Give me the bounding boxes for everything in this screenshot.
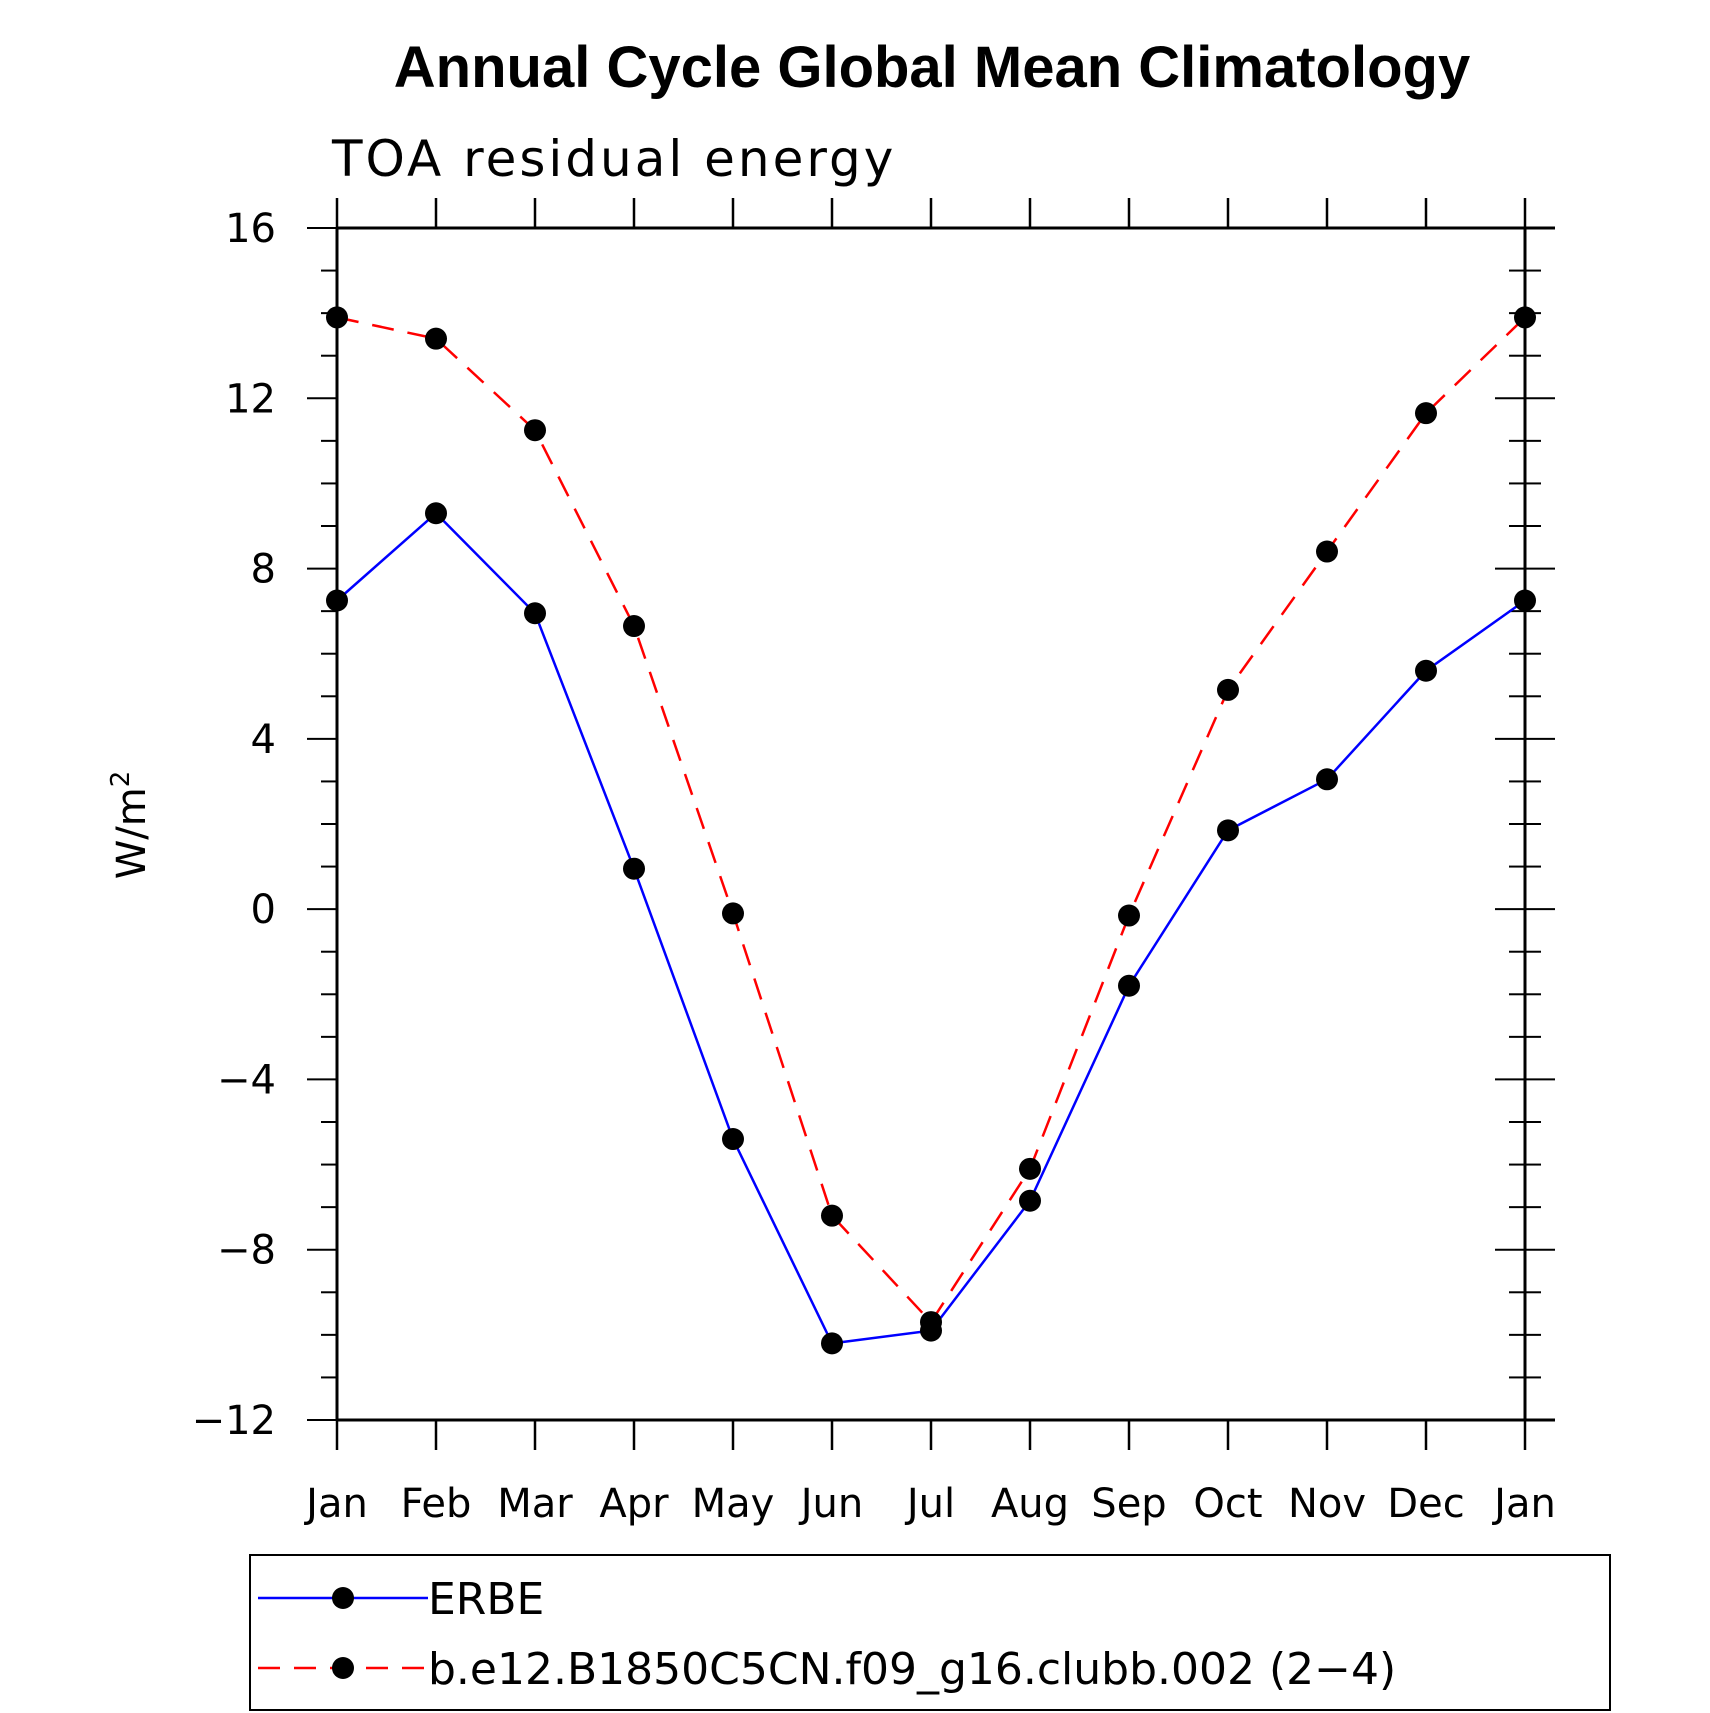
series-line (336, 316, 1526, 1325)
data-point (326, 306, 348, 329)
y-tick-label: 0 (251, 887, 276, 933)
data-point (1514, 589, 1536, 612)
series-0 (326, 502, 1536, 1355)
x-tick-label: Jun (798, 1481, 864, 1527)
data-point (821, 1204, 843, 1227)
legend: ERBE b.e12.B1850C5CN.f09_g16.clubb.002 (… (249, 1554, 1611, 1711)
x-tick-label: Sep (1091, 1481, 1166, 1527)
data-point (1118, 974, 1140, 997)
series-1 (326, 306, 1536, 1334)
y-tick-label: −4 (217, 1057, 276, 1103)
data-point (1415, 659, 1437, 682)
plot-axes (307, 198, 1555, 1450)
data-point (524, 602, 546, 625)
y-axis-label: W/m2 (106, 771, 155, 880)
chart-subtitle: TOA residual energy (331, 130, 896, 188)
x-tick-label: Jul (904, 1481, 955, 1527)
x-tick-label: Feb (401, 1481, 472, 1527)
y-axis-labels: 16 12 8 4 0 −4 −8 −12 (192, 206, 276, 1444)
data-point (1019, 1189, 1041, 1212)
x-tick-label: Nov (1288, 1481, 1366, 1527)
data-point (425, 327, 447, 350)
data-point (1316, 768, 1338, 791)
x-tick-label: Apr (599, 1481, 669, 1527)
y-axis-label-exponent: 2 (106, 771, 136, 788)
data-point (326, 589, 348, 612)
y-tick-label: 16 (225, 206, 276, 252)
x-tick-label: Jan (1491, 1481, 1556, 1527)
x-tick-label: Oct (1193, 1481, 1262, 1527)
y-tick-label: 8 (251, 547, 276, 593)
data-point (722, 902, 744, 925)
legend-marker-erbe (332, 1587, 354, 1609)
data-point (425, 502, 447, 525)
data-point (821, 1332, 843, 1355)
data-point (623, 615, 645, 638)
data-point (1514, 306, 1536, 329)
data-point (1217, 819, 1239, 842)
y-tick-label: 4 (251, 717, 276, 763)
x-tick-label: Mar (497, 1481, 573, 1527)
data-point (1217, 678, 1239, 701)
data-point (524, 419, 546, 442)
data-point (1415, 402, 1437, 425)
x-tick-label: Aug (991, 1481, 1069, 1527)
x-tick-label: Jan (303, 1481, 368, 1527)
y-tick-label: 12 (225, 376, 276, 422)
data-point (1316, 540, 1338, 563)
data-point (722, 1128, 744, 1151)
legend-box (249, 1554, 1611, 1711)
y-tick-label: −8 (217, 1228, 276, 1274)
legend-label-erbe: ERBE (428, 1574, 544, 1625)
data-point (623, 857, 645, 880)
data-point (920, 1311, 942, 1334)
legend-marker-model (332, 1657, 354, 1679)
chart-title: Annual Cycle Global Mean Climatology (394, 35, 1470, 100)
x-tick-label: Dec (1387, 1481, 1464, 1527)
series-layer (326, 306, 1536, 1355)
data-point (1019, 1157, 1041, 1180)
x-axis-labels: Jan Feb Mar Apr May Jun Jul Aug Sep Oct Nov Dec Jan (303, 1481, 1556, 1527)
legend-label-model: b.e12.B1850C5CN.f09_g16.clubb.002 (2−4) (428, 1644, 1396, 1695)
y-tick-label: −12 (192, 1398, 276, 1444)
series-line (336, 511, 1526, 1345)
data-point (1118, 904, 1140, 927)
y-axis-label-unit: W/m (109, 787, 155, 879)
x-tick-label: May (692, 1481, 775, 1527)
